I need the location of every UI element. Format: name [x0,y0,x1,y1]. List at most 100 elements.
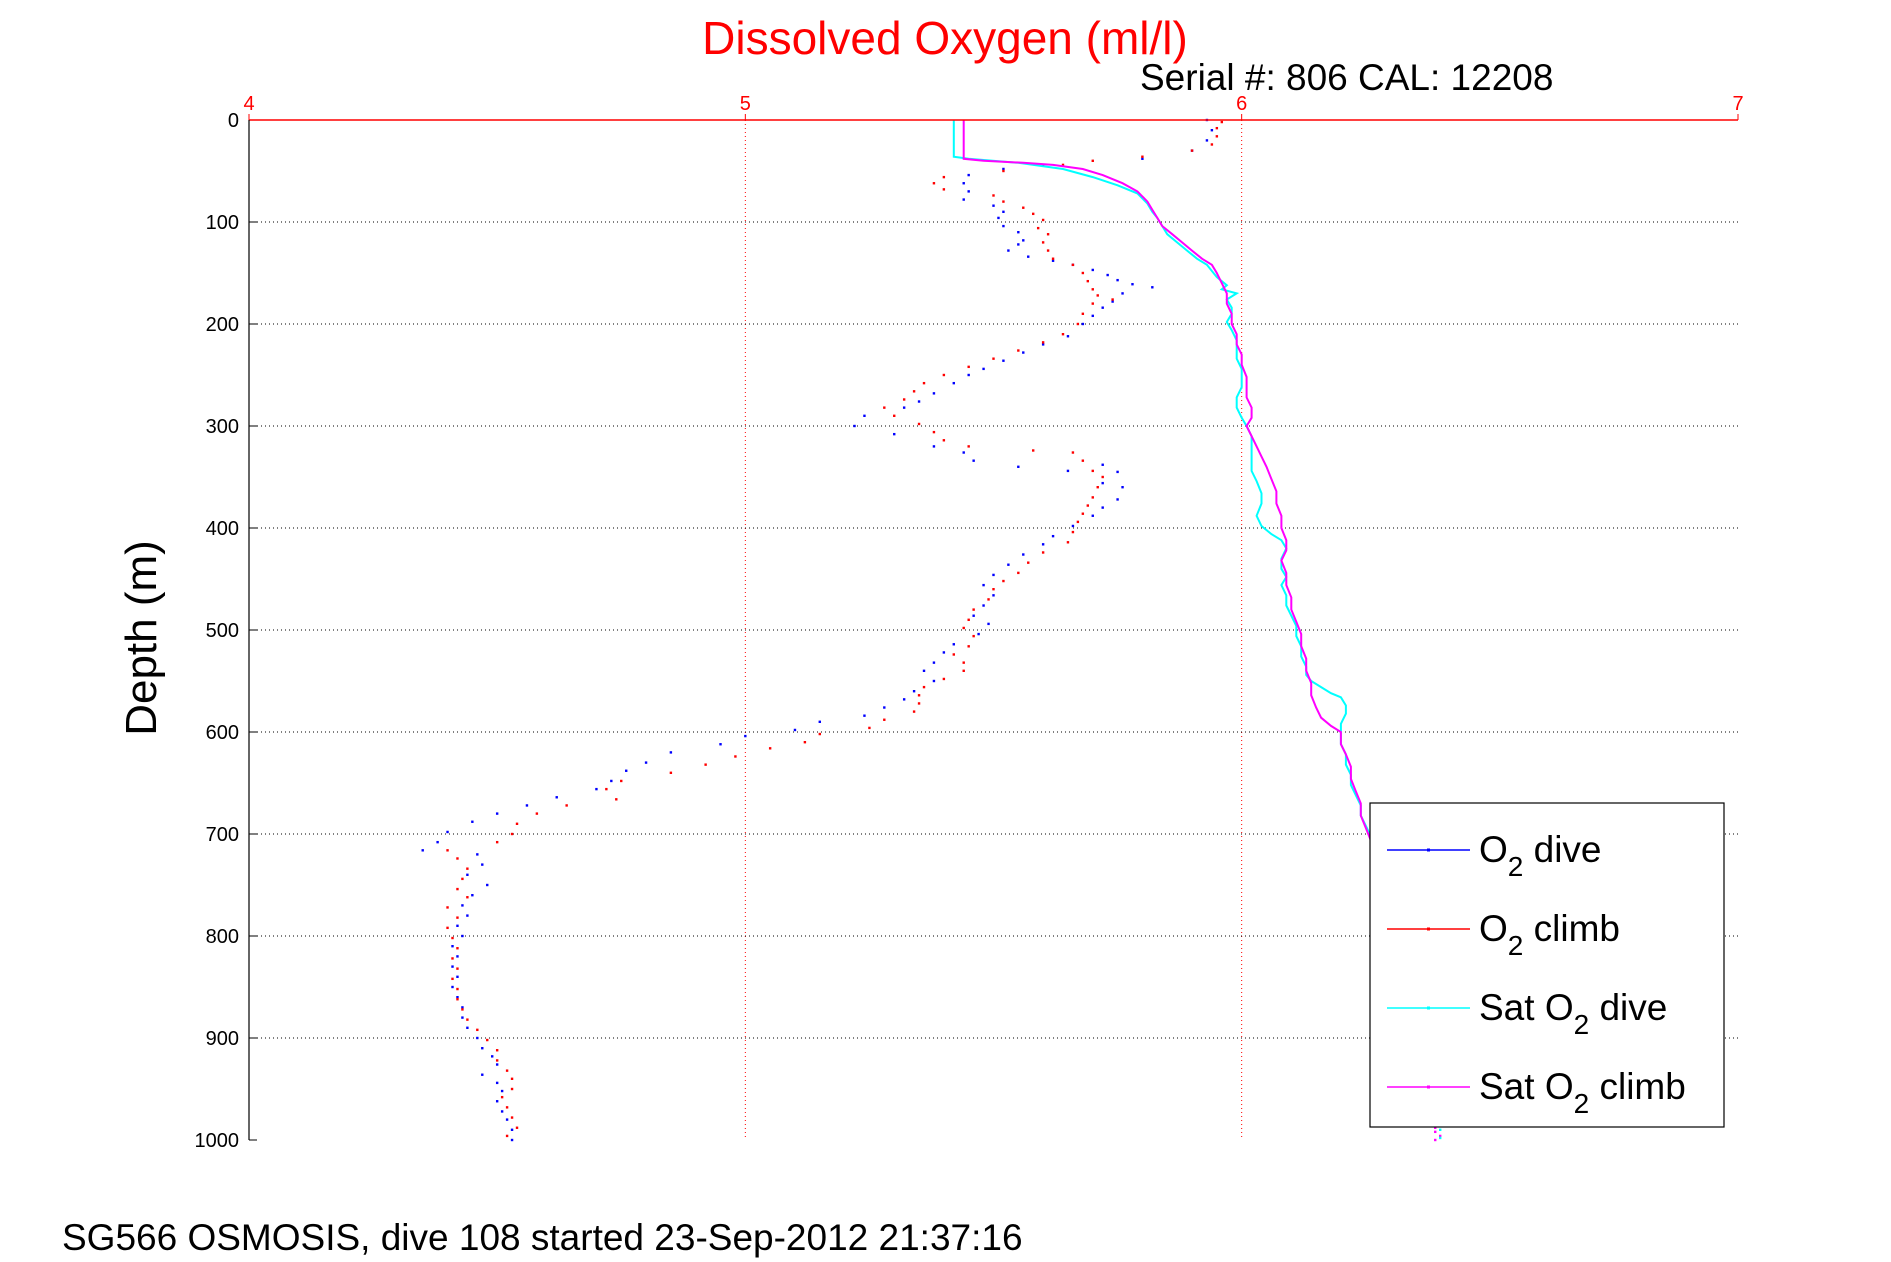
data-point [1066,541,1070,544]
data-point [1051,259,1055,262]
data-point [962,198,965,201]
data-point [1091,469,1094,473]
data-point [987,622,990,626]
x-tick-label: 7 [1732,93,1743,115]
data-point [1022,206,1025,209]
data-point [505,1106,509,1109]
legend-marker [1427,1085,1430,1089]
data-point [863,414,866,417]
data-point [669,771,673,774]
data-point [1434,1130,1437,1134]
data-point [1121,486,1124,489]
data-point [466,1018,469,1021]
data-point [451,945,454,948]
data-point [1086,504,1090,507]
data-point [495,812,499,815]
data-point [1116,470,1119,474]
data-point [992,204,995,207]
data-point [967,645,970,648]
data-point [818,720,821,723]
data-point [987,598,990,601]
data-point [1205,139,1209,142]
data-point [967,618,970,621]
data-point [1106,273,1109,277]
data-point [883,406,886,409]
data-point [1439,1128,1442,1131]
data-point [972,459,975,462]
data-point [505,1069,509,1072]
data-point [456,998,459,1001]
data-point [853,424,856,428]
data-point [466,867,469,870]
data-point [446,830,449,834]
data-point [912,390,916,393]
x-tick-label: 5 [740,93,751,115]
data-point [818,732,821,736]
data-point [510,832,514,836]
data-point [456,967,459,970]
data-point [1002,359,1005,362]
data-point [1051,534,1055,538]
data-point [1071,524,1075,528]
data-point [1017,231,1020,234]
data-point [446,849,449,852]
data-point [1081,459,1085,462]
data-point [1017,349,1020,352]
data-point [461,1008,464,1011]
data-point [942,651,946,654]
data-point [1215,126,1219,130]
series-line-sat-o2-dive [952,120,1377,868]
data-point [1041,343,1045,346]
axes: 4 5 6 7 0 100 200 300 400 500 600 700 800 900 1000 [195,93,1744,1152]
data-point [1007,563,1010,566]
data-point [471,820,474,823]
y-tick-label: 100 [206,212,239,234]
series-line-sat-o2-climb [962,120,1377,865]
data-point [982,604,985,607]
data-point [1041,543,1045,546]
data-point [967,190,970,193]
data-point [1076,322,1080,326]
data-point [883,706,886,709]
data-point [1002,224,1005,228]
data-point [595,787,598,791]
data-point [972,634,975,638]
data-point [1151,286,1154,289]
legend-label: O2 dive [1479,829,1602,882]
data-point [952,381,955,385]
data-point [932,445,936,448]
data-point [734,755,737,758]
data-point [1116,278,1119,282]
data-point [1076,520,1080,524]
data-point [883,718,886,721]
y-tick-label: 200 [206,314,239,336]
data-point [456,857,459,860]
data-point [922,669,926,672]
data-point [982,367,985,371]
data-point [1101,481,1104,485]
data-point [1101,463,1104,466]
data-point [1091,288,1094,291]
data-point [1101,475,1104,479]
data-point [992,573,995,577]
data-point [1032,449,1035,452]
data-point [515,1126,519,1129]
data-point [1046,233,1050,236]
data-point [1101,306,1104,309]
data-point [893,432,896,436]
data-point [486,1038,489,1042]
data-point [555,796,558,799]
data-point [942,677,946,681]
data-point [476,1036,479,1040]
data-point [1439,1136,1442,1140]
data-point [495,1063,499,1066]
data-point [1096,486,1099,489]
data-point [1061,163,1065,167]
data-point [565,804,568,807]
data-point [495,1049,499,1052]
data-point [744,734,747,738]
data-point [620,779,623,783]
data-point [942,439,946,442]
data-point [704,763,707,766]
data-point [1091,159,1094,162]
